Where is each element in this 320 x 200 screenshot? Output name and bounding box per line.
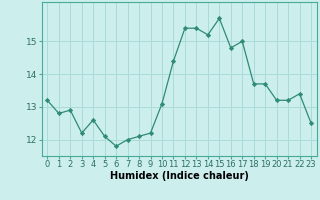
X-axis label: Humidex (Indice chaleur): Humidex (Indice chaleur) [110,171,249,181]
